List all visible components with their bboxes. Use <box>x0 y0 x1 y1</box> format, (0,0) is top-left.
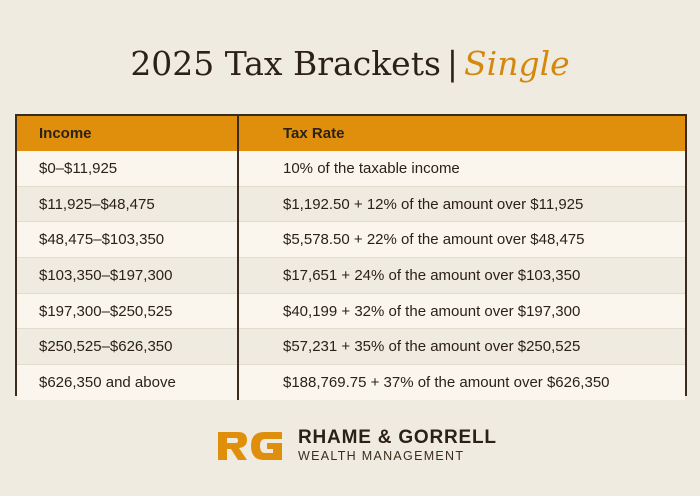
title-main: 2025 Tax Brackets <box>130 44 441 83</box>
brand-subtitle: WEALTH MANAGEMENT <box>298 449 465 463</box>
table-header-row: Income Tax Rate <box>17 116 685 151</box>
income-cell: $11,925–$48,475 <box>17 185 239 222</box>
table-row: $48,475–$103,350 $5,578.50 + 22% of the … <box>17 221 685 258</box>
income-cell: $626,350 and above <box>17 364 239 400</box>
table-row: $250,525–$626,350 $57,231 + 35% of the a… <box>17 328 685 365</box>
title-accent: Single <box>464 44 570 83</box>
rate-cell: 10% of the taxable income <box>238 151 685 187</box>
income-cell: $0–$11,925 <box>17 151 239 187</box>
title-separator: | <box>446 44 459 83</box>
header-income: Income <box>17 116 239 151</box>
income-cell: $48,475–$103,350 <box>17 221 239 258</box>
rate-cell: $5,578.50 + 22% of the amount over $48,4… <box>238 221 685 258</box>
income-cell: $250,525–$626,350 <box>17 328 239 365</box>
rate-cell: $188,769.75 + 37% of the amount over $62… <box>238 364 685 400</box>
table-row: $103,350–$197,300 $17,651 + 24% of the a… <box>17 257 685 294</box>
table-row: $197,300–$250,525 $40,199 + 32% of the a… <box>17 292 685 329</box>
table-row: $626,350 and above $188,769.75 + 37% of … <box>17 364 685 400</box>
income-cell: $103,350–$197,300 <box>17 257 239 294</box>
rate-cell: $1,192.50 + 12% of the amount over $11,9… <box>238 185 685 222</box>
tax-bracket-table: Income Tax Rate $0–$11,925 10% of the ta… <box>15 114 687 400</box>
rate-cell: $57,231 + 35% of the amount over $250,52… <box>238 328 685 365</box>
brand-name: RHAME & GORRELL <box>298 427 497 448</box>
brand-logo: RHAME & GORRELL WEALTH MANAGEMENT <box>216 428 497 464</box>
header-tax-rate: Tax Rate <box>238 116 685 151</box>
rg-monogram-icon <box>218 432 282 460</box>
brand-text: RHAME & GORRELL WEALTH MANAGEMENT <box>298 428 497 464</box>
table-row: $11,925–$48,475 $1,192.50 + 12% of the a… <box>17 185 685 222</box>
page-title: 2025 Tax Brackets | Single <box>0 42 700 86</box>
rate-cell: $17,651 + 24% of the amount over $103,35… <box>238 257 685 294</box>
rate-cell: $40,199 + 32% of the amount over $197,30… <box>238 292 685 329</box>
income-cell: $197,300–$250,525 <box>17 292 239 329</box>
table-row: $0–$11,925 10% of the taxable income <box>17 151 685 187</box>
